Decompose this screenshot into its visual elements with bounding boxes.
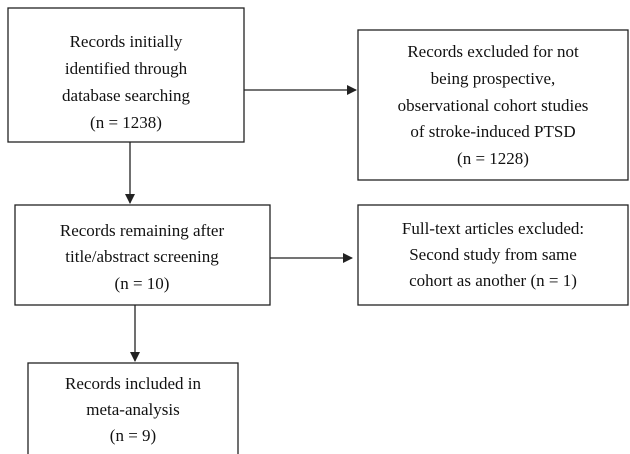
- node-text: observational cohort studies: [398, 96, 589, 115]
- box-fulltext-excluded: [357, 204, 629, 306]
- node-text: Records remaining after: [60, 221, 225, 240]
- node-text: being prospective,: [431, 69, 556, 88]
- box-remaining: [14, 204, 271, 306]
- node-text: (n = 10): [115, 274, 170, 293]
- box-identified: [7, 7, 245, 143]
- box-included: [27, 362, 239, 454]
- node-text: Records excluded for not: [407, 42, 579, 61]
- node-text: (n = 1228): [457, 149, 529, 168]
- node-text: identified through: [65, 59, 188, 78]
- node-text: of stroke-induced PTSD: [410, 122, 575, 141]
- node-text: (n = 1238): [90, 113, 162, 132]
- node-text: Records initially: [70, 32, 183, 51]
- node-text: Second study from same: [409, 245, 577, 264]
- box-excluded: [357, 29, 629, 181]
- node-text: database searching: [62, 86, 190, 105]
- node-text: cohort as another (n = 1): [409, 271, 577, 290]
- node-text: Records included in: [65, 374, 201, 393]
- node-text: Full-text articles excluded:: [402, 219, 584, 238]
- node-text: title/abstract screening: [65, 247, 219, 266]
- node-text: (n = 9): [110, 426, 156, 445]
- node-text: meta-analysis: [86, 400, 179, 419]
